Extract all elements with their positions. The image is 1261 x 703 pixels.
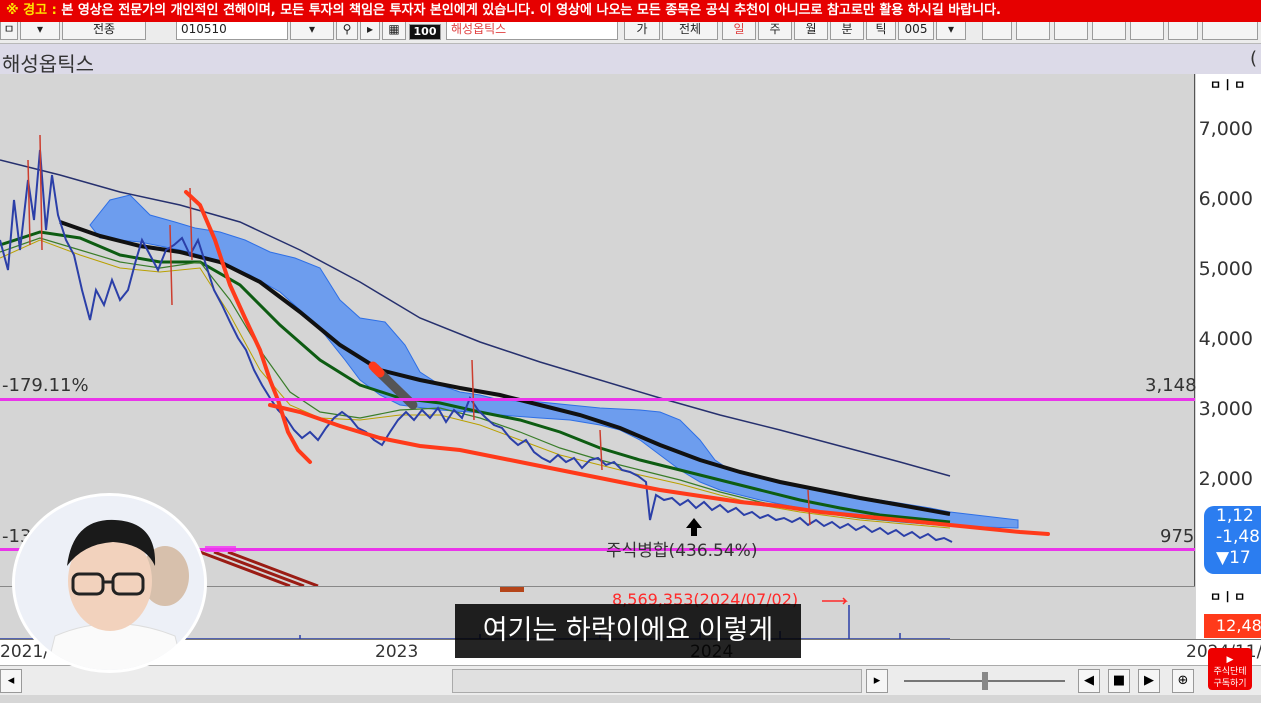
volume-marker (500, 587, 524, 592)
prev-icon[interactable]: ◀ (1078, 669, 1100, 693)
week-button[interactable]: 주 (758, 18, 792, 40)
next-icon[interactable]: ▶ (1138, 669, 1160, 693)
price-tick: 6,000 (1198, 188, 1253, 210)
axis-toggle-icons[interactable]: ㅁㅣㅁ (1210, 78, 1247, 92)
stop-icon[interactable]: ■ (1108, 669, 1130, 693)
price-tick: 4,000 (1198, 328, 1253, 350)
price-chart-panel[interactable]: -179.11% 3,148 -13 975 주식병합(436.54%) (0, 74, 1197, 586)
level-line-lower (0, 548, 1195, 551)
level-line-upper (0, 398, 1195, 401)
play-badge-icon: ▶ (1226, 655, 1234, 665)
price-tick: 7,000 (1198, 118, 1253, 140)
warning-text: 본 영상은 전문가의 개인적인 견해이며, 모든 투자의 책임은 투자자 본인에… (61, 3, 1001, 18)
subscribe-badge[interactable]: ▶ 주식단테 구독하기 (1208, 648, 1252, 690)
market-select[interactable]: 전종 (62, 18, 146, 40)
price-tick: 5,000 (1198, 258, 1253, 280)
trend-line-red (184, 190, 312, 464)
stock-title-bar: 해성옵틱스 ( (0, 44, 1261, 76)
level-upper-pct: -179.11% (2, 375, 89, 396)
streamer-avatar (15, 496, 204, 670)
ma-green (0, 230, 951, 524)
date-tick: 2021/ (0, 642, 49, 662)
price-wicks-red (27, 134, 811, 526)
price-change-pct: ▼17 (1216, 548, 1251, 568)
scroll-left-icon[interactable]: ◂ (0, 669, 22, 693)
ma-yellow (0, 239, 951, 529)
price-change: -1,48 (1216, 527, 1260, 547)
chart-scrollbar[interactable]: ◂ ▸ ◀ ■ ▶ ⊕ (0, 665, 1261, 695)
title-paren: ( (1249, 48, 1257, 69)
ma-black (59, 220, 951, 516)
subscribe-line1: 주식단테 (1213, 667, 1247, 677)
indicator-stripes (199, 550, 319, 586)
volume-axis-toggle-icons[interactable]: ㅁㅣㅁ (1210, 590, 1247, 604)
current-price: 1,12 (1216, 506, 1254, 526)
period-input[interactable]: 005 (898, 18, 934, 40)
zoom-in-icon[interactable]: ⊕ (1172, 669, 1194, 693)
ichimoku-cloud (89, 194, 1019, 529)
subscribe-line2: 구독하기 (1213, 679, 1247, 689)
scroll-thumb[interactable] (452, 669, 862, 693)
price-tick: 2,000 (1198, 468, 1253, 490)
date-tick: 2023 (375, 642, 419, 662)
play-icon[interactable]: ▸ (360, 18, 380, 40)
level-lower-value: 975 (1160, 526, 1195, 547)
all-button[interactable]: 전체 (662, 18, 718, 40)
reverse-split-annotation: 주식병합(436.54%) (606, 541, 758, 561)
level-upper-value: 3,148 (1145, 375, 1197, 396)
warning-banner: ※ 경고 : 본 영상은 전문가의 개인적인 견해이며, 모든 투자의 책임은 … (0, 0, 1261, 22)
warning-label: ※ 경고 : (6, 3, 57, 18)
ma-short (0, 237, 951, 527)
scroll-right-icon[interactable]: ▸ (866, 669, 888, 693)
streamer-webcam (12, 493, 207, 673)
ma-long-blue (0, 159, 951, 477)
stock-name: 해성옵틱스 (2, 52, 94, 76)
price-tick: 3,000 (1198, 398, 1253, 420)
trend-curve-red (268, 403, 1050, 536)
count-100-badge[interactable]: 100 (409, 24, 441, 40)
price-chart-svg (0, 134, 1050, 586)
volume-max-arrow (822, 597, 848, 605)
zoom-slider[interactable] (900, 669, 1070, 693)
volume-axis[interactable]: ㅁㅣㅁ 12,48 (1196, 586, 1261, 639)
current-volume: 12,48 (1204, 614, 1261, 638)
subtitle-caption: 여기는 하락이에요 이렇게 (455, 604, 801, 658)
current-price-badge: 1,12 -1,48 ▼17 (1204, 506, 1261, 574)
price-axis[interactable]: ㅁㅣㅁ 7,000 6,000 5,000 4,000 3,000 2,000 … (1196, 74, 1261, 586)
arrow-up-icon (686, 518, 702, 536)
